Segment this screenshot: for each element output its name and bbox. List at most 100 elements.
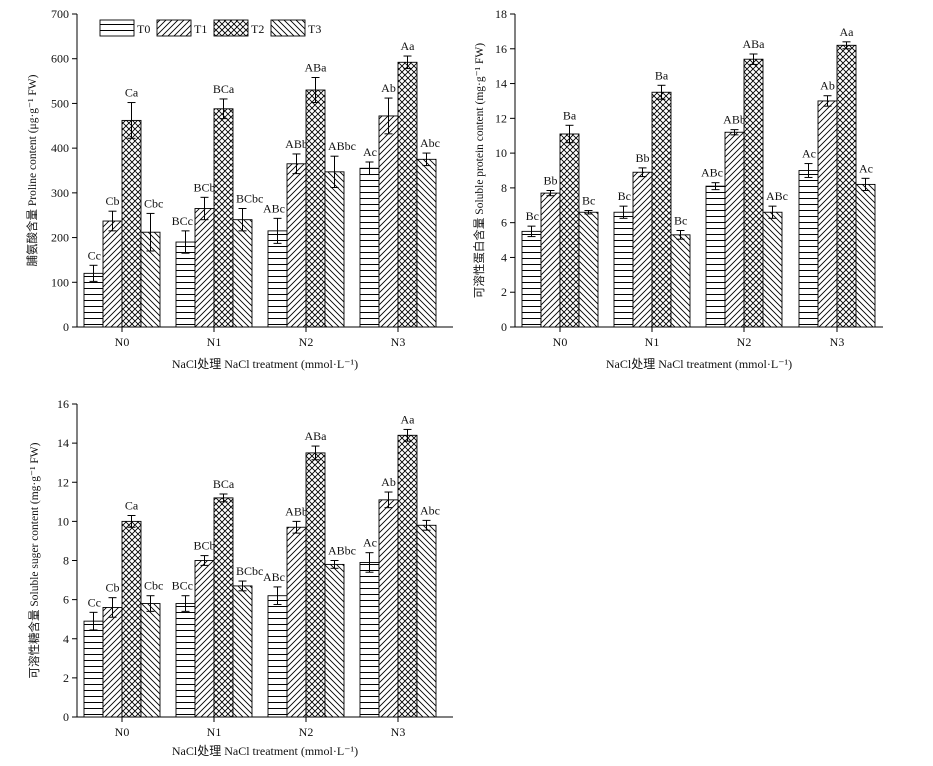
data-label: Aa <box>840 25 855 39</box>
data-label: Ca <box>125 499 139 513</box>
x-tick-label: N0 <box>115 335 130 349</box>
data-label: BCbc <box>236 192 263 206</box>
data-label: Cbc <box>144 579 163 593</box>
data-label: ABc <box>263 570 285 584</box>
data-label: Bb <box>543 173 557 187</box>
y-tick-label: 6 <box>63 593 69 607</box>
y-tick-label: 4 <box>501 250 507 264</box>
x-axis-label: NaCl处理 NaCl treatment (mmol·L⁻¹) <box>172 744 358 758</box>
bar <box>855 183 876 328</box>
data-label: BCbc <box>236 564 263 578</box>
legend-swatch <box>99 19 135 37</box>
bar <box>83 620 104 718</box>
bar <box>836 44 857 328</box>
bar <box>540 192 561 328</box>
bar <box>743 58 764 328</box>
series-T0: Cc BCc ABc Ac <box>83 536 380 718</box>
data-label: ABc <box>766 189 788 203</box>
bar <box>724 131 745 328</box>
x-axis-label: NaCl处理 NaCl treatment (mmol·L⁻¹) <box>606 357 792 371</box>
bar <box>670 234 691 328</box>
data-label: ABc <box>263 201 285 215</box>
data-label: Ab <box>381 81 396 95</box>
x-tick-label: N3 <box>830 335 845 349</box>
data-label: ABbc <box>328 544 356 558</box>
data-label: Ac <box>802 147 816 161</box>
data-label: BCb <box>193 180 215 194</box>
legend-label: T2 <box>251 22 264 36</box>
y-tick-label: 0 <box>501 320 507 334</box>
y-tick-label: 200 <box>51 231 69 245</box>
data-label: BCb <box>193 539 215 553</box>
bar <box>397 434 418 718</box>
data-label: ABbc <box>328 139 356 153</box>
data-label: Cb <box>105 581 119 595</box>
bar <box>762 211 783 328</box>
data-label: Ac <box>859 161 873 175</box>
y-tick-label: 4 <box>63 632 69 646</box>
series-T0: Cc BCc ABc Ac <box>83 145 380 328</box>
x-tick-label: N0 <box>553 335 568 349</box>
legend-swatch <box>156 19 192 37</box>
bar <box>705 185 726 328</box>
bar <box>324 563 345 718</box>
bar <box>817 100 838 328</box>
y-axis-label: 可溶性糖含量 Soluble suger content (mg·g⁻¹ FW) <box>27 442 41 678</box>
bar <box>359 562 380 718</box>
legend-label: T1 <box>194 22 207 36</box>
y-tick-label: 16 <box>495 42 507 56</box>
y-tick-label: 14 <box>57 436 69 450</box>
bar <box>194 560 215 718</box>
y-tick-label: 12 <box>495 111 507 125</box>
bar <box>559 133 580 328</box>
data-label: Abc <box>420 503 440 517</box>
bar <box>578 211 599 328</box>
x-tick-label: N2 <box>299 335 314 349</box>
series-T2: Ca BCa ABa Aa <box>121 412 418 718</box>
legend-label: T3 <box>308 22 321 36</box>
legend-label: T0 <box>137 22 150 36</box>
data-label: BCa <box>213 477 235 491</box>
data-label: Bb <box>635 151 649 165</box>
bar <box>397 61 418 328</box>
data-label: ABa <box>305 60 328 74</box>
bar <box>378 115 399 328</box>
data-label: Cc <box>88 248 101 262</box>
x-tick-label: N3 <box>391 725 406 739</box>
y-tick-label: 400 <box>51 141 69 155</box>
y-tick-label: 6 <box>501 216 507 230</box>
x-tick-label: N1 <box>207 335 222 349</box>
x-tick-label: N2 <box>299 725 314 739</box>
x-tick-label: N1 <box>645 335 660 349</box>
series-T2: Ba Ba ABa Aa <box>559 25 857 328</box>
y-tick-label: 10 <box>57 514 69 528</box>
bar <box>305 89 326 328</box>
y-tick-label: 16 <box>57 397 69 411</box>
data-label: Abc <box>420 136 440 150</box>
bar <box>286 163 307 328</box>
data-label: Ac <box>363 536 377 550</box>
bar <box>267 595 288 718</box>
legend-swatch <box>270 19 306 37</box>
series-T1: Bb Bb ABb Ab <box>540 79 838 328</box>
bar <box>194 208 215 328</box>
data-label: Bc <box>582 193 595 207</box>
bar <box>121 520 142 718</box>
data-label: Ab <box>381 475 396 489</box>
data-label: ABc <box>701 166 723 180</box>
bar <box>632 171 653 328</box>
series-T3: Cbc BCbc ABbc Abc <box>140 503 440 718</box>
bar <box>213 497 234 718</box>
y-tick-label: 8 <box>63 554 69 568</box>
bar <box>305 452 326 718</box>
y-tick-label: 18 <box>495 7 507 21</box>
y-tick-label: 300 <box>51 186 69 200</box>
y-tick-label: 14 <box>495 77 507 91</box>
data-label: Bc <box>674 213 687 227</box>
data-label: ABb <box>723 113 746 127</box>
bar <box>416 158 437 328</box>
y-tick-label: 600 <box>51 52 69 66</box>
data-label: Ba <box>655 68 669 82</box>
data-label: BCc <box>172 214 193 228</box>
